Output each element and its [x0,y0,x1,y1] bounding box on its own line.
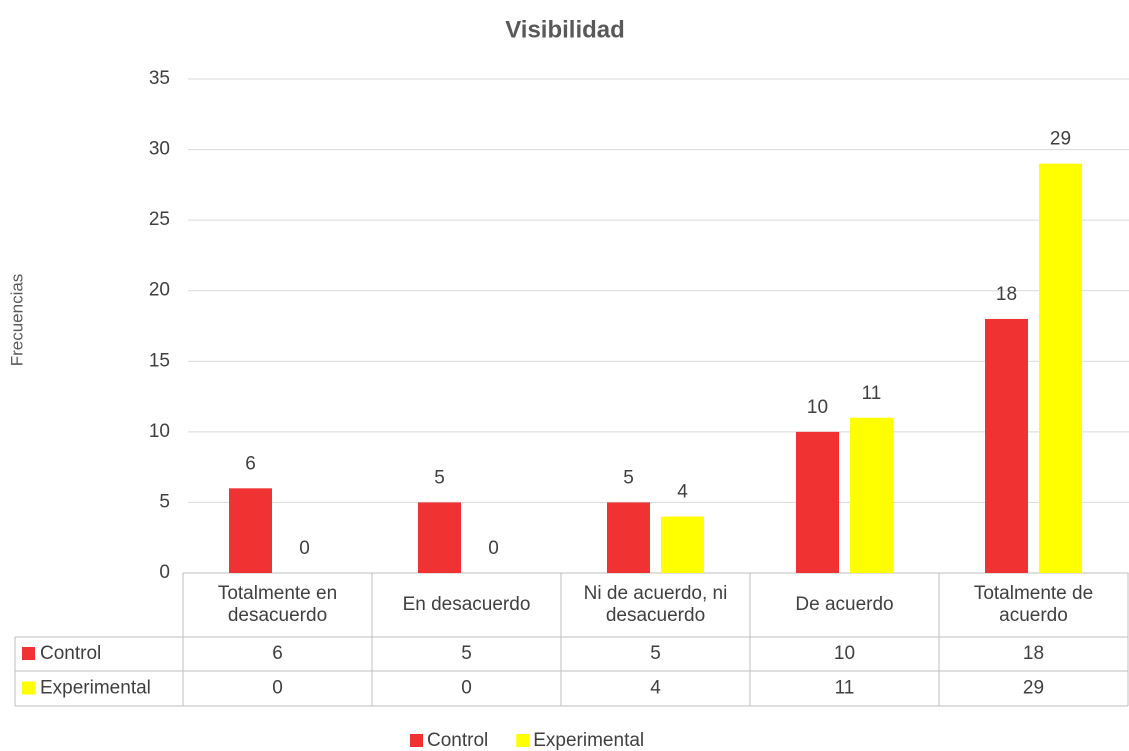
y-tick-label: 30 [149,139,170,160]
bar [607,502,650,573]
table-cell: 6 [272,643,283,664]
table-row-label: Experimental [40,678,151,699]
category-text: Ni de acuerdo, ni desacuerdo [583,583,728,626]
table-cell: 5 [461,643,472,664]
x-tick-label: Totalmente de acuerdo [939,573,1128,637]
legend-key [516,734,530,747]
x-tick-label: Ni de acuerdo, ni desacuerdo [561,573,750,637]
bar [229,488,272,573]
data-label: 11 [862,383,882,404]
x-tick-label: De acuerdo [750,573,939,637]
bar [661,516,704,573]
category-text: Totalmente de acuerdo [973,583,1094,626]
bar [850,417,893,573]
data-label: 0 [488,538,499,559]
y-tick-label: 0 [159,562,170,583]
chart-title: Visibilidad [505,16,625,43]
table-cell: 11 [835,678,855,699]
data-label: 29 [1050,129,1071,150]
x-tick-label: En desacuerdo [372,573,561,637]
y-tick-label: 10 [149,421,170,442]
table-legend-key [22,647,35,660]
table-cell: 10 [834,643,855,664]
legend-label: Experimental [533,730,644,751]
legend-label: Control [427,730,488,751]
table-cell: 5 [650,643,661,664]
y-tick-label: 5 [159,491,170,512]
data-label: 5 [623,467,634,488]
bar [1039,163,1082,573]
data-label: 5 [434,467,445,488]
table-cell: 0 [461,678,472,699]
y-tick-label: 20 [149,280,170,301]
data-label: 6 [245,453,256,474]
table-row-label: Control [40,643,101,664]
table-legend-key [22,681,35,695]
x-tick-label: Totalmente en desacuerdo [183,573,372,637]
data-label: 0 [299,538,310,559]
legend-key [410,734,423,747]
data-label: 10 [807,397,828,418]
table-cell: 4 [650,678,661,699]
y-tick-label: 15 [149,350,170,371]
table-cell: 18 [1023,643,1044,664]
category-text: En desacuerdo [402,594,531,615]
y-axis-title: Frecuencias [7,274,26,367]
table-cell: 0 [272,678,283,699]
y-tick-label: 25 [149,209,170,230]
data-label: 18 [996,284,1017,305]
data-label: 4 [677,482,688,503]
bar [985,318,1028,573]
bar [418,502,461,573]
category-text: De acuerdo [795,594,894,615]
category-text: Totalmente en desacuerdo [217,583,338,626]
table-cell: 29 [1023,678,1044,699]
y-tick-label: 35 [149,68,170,89]
bar [796,431,839,573]
